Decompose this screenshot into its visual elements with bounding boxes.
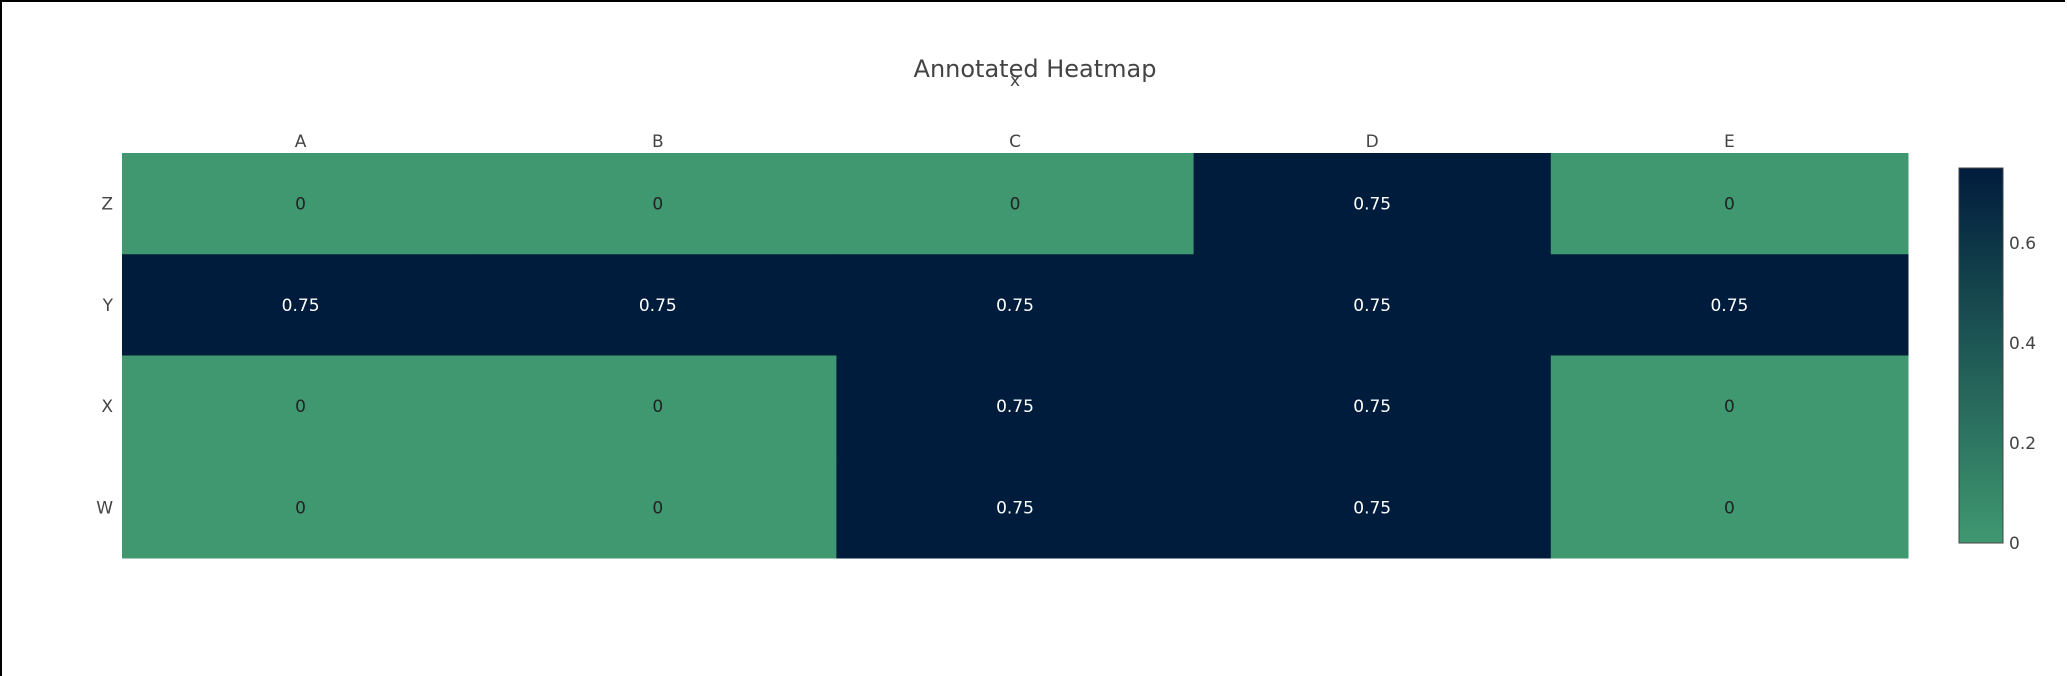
cell-annotation: 0.75 [996, 397, 1034, 417]
heatmap-cell [1550, 153, 1909, 255]
heatmap-cell [1193, 355, 1552, 458]
y-tick-label: Y [102, 296, 114, 316]
y-tick-label: Z [101, 195, 113, 215]
cell-annotation: 0 [1010, 195, 1021, 215]
x-tick-labels: A B C D E [295, 132, 1735, 152]
chart-title: Annotated Heatmap [914, 55, 1157, 83]
x-axis-title: x [1010, 71, 1020, 91]
cell-annotations: 0 0 0 0.75 0 0.75 0.75 0.75 0.75 0.75 0 0 0.75 0.75 0 0… [282, 195, 1749, 519]
heatmap-cell [836, 153, 1195, 255]
cell-annotation: 0.75 [996, 498, 1034, 518]
cell-annotation: 0 [652, 397, 663, 417]
heatmap-cell [1550, 254, 1909, 356]
cell-annotation: 0.75 [639, 296, 677, 316]
colorbar-tick-label: 0.6 [2009, 234, 2036, 254]
x-tick-label: B [652, 132, 664, 152]
heatmap-cell [479, 153, 837, 255]
cell-annotation: 0.75 [1353, 296, 1391, 316]
heatmap-cell [1193, 254, 1552, 356]
x-tick-label: D [1366, 132, 1379, 152]
colorbar-ticks: 0 0.2 0.4 0.6 [2009, 234, 2036, 554]
heatmap-cell [836, 456, 1195, 559]
colorbar-tick-label: 0 [2009, 534, 2020, 554]
x-tick-label: E [1724, 132, 1735, 152]
cell-annotation: 0.75 [282, 296, 320, 316]
heatmap-cell [836, 355, 1195, 458]
heatmap-cell [122, 153, 480, 255]
x-tick-label: C [1009, 132, 1021, 152]
cell-annotation: 0 [1724, 397, 1735, 417]
heatmap-cell [1193, 153, 1552, 255]
heatmap-cell [122, 456, 480, 559]
cell-annotation: 0 [295, 195, 306, 215]
heatmap-cell [479, 254, 837, 356]
heatmap-cell [479, 355, 837, 458]
cell-annotation: 0.75 [1710, 296, 1748, 316]
colorbar-gradient [1958, 167, 2004, 544]
x-tick-label: A [295, 132, 307, 152]
cell-annotation: 0.75 [1353, 498, 1391, 518]
heatmap-cell [1550, 355, 1909, 458]
colorbar-tick-label: 0.2 [2009, 434, 2036, 454]
heatmap-cell [122, 355, 480, 458]
heatmap-cell [1193, 456, 1552, 559]
cell-annotation: 0.75 [1353, 195, 1391, 215]
cell-annotation: 0 [652, 498, 663, 518]
heatmap-cell [122, 254, 480, 356]
cell-annotation: 0.75 [996, 296, 1034, 316]
colorbar: 0 0.2 0.4 0.6 [1958, 167, 2036, 554]
cell-annotation: 0 [295, 498, 306, 518]
cell-annotation: 0.75 [1353, 397, 1391, 417]
y-tick-label: X [101, 397, 113, 417]
cell-annotation: 0 [1724, 195, 1735, 215]
cell-annotation: 0 [1724, 498, 1735, 518]
heatmap-cells [122, 153, 1909, 559]
y-tick-label: W [96, 498, 113, 518]
cell-annotation: 0 [652, 195, 663, 215]
colorbar-tick-label: 0.4 [2009, 334, 2036, 354]
y-tick-labels: Z Y X W [96, 195, 113, 519]
heatmap-cell [836, 254, 1195, 356]
cell-annotation: 0 [295, 397, 306, 417]
heatmap-cell [479, 456, 837, 559]
heatmap-cell [1550, 456, 1909, 559]
